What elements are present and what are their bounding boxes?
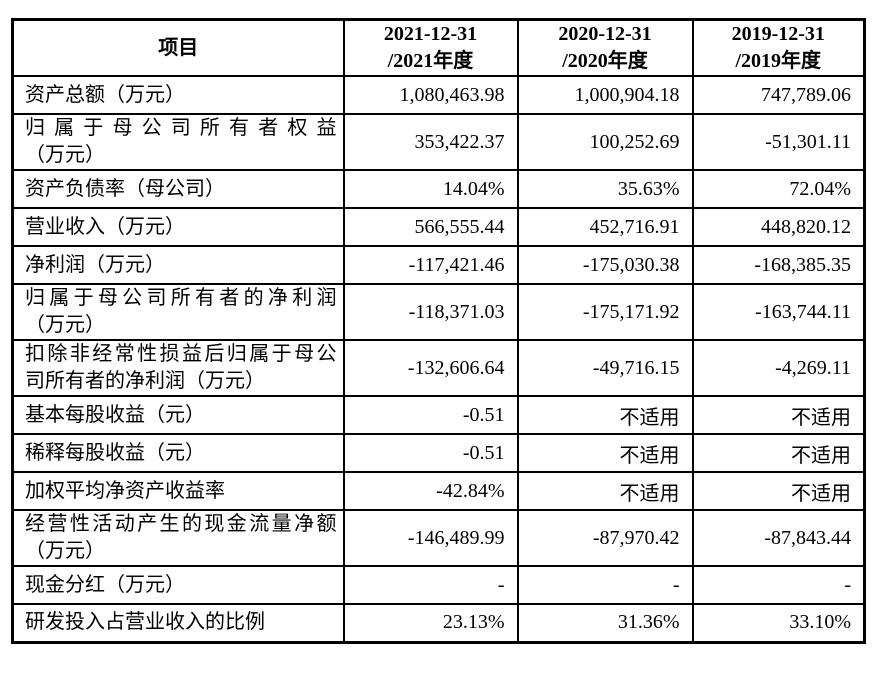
row-label-cell: 现金分红（万元） [11, 565, 345, 605]
value-cell-2019: -163,744.11 [691, 283, 866, 341]
header-period-year: /2020年度 [562, 50, 648, 72]
table-row: 基本每股收益（元） -0.51 不适用 不适用 [11, 395, 866, 435]
row-label-line: 归属于母公司所有者的净利润 [25, 287, 337, 309]
value-cell-2020: -175,030.38 [516, 245, 694, 285]
row-label-line: （万元） [25, 540, 105, 562]
row-label-cell: 营业收入（万元） [11, 207, 345, 247]
table-row: 研发投入占营业收入的比例 23.13% 31.36% 33.10% [11, 603, 866, 643]
row-label-line: 资产负债率（母公司） [25, 177, 225, 200]
value-cell-2019: -168,385.35 [691, 245, 866, 285]
header-col-item: 项目 [11, 18, 345, 77]
value-cell-2021: 566,555.44 [342, 207, 519, 247]
value-cell-2019: 不适用 [691, 395, 866, 435]
value-cell-2020: 不适用 [516, 471, 694, 511]
value-cell-2020: 100,252.69 [516, 113, 694, 171]
value-cell-2020: - [516, 565, 694, 605]
value-cell-2020: -49,716.15 [516, 339, 694, 397]
row-label-line: （万元） [25, 314, 105, 336]
value-cell-2019: 72.04% [691, 169, 866, 209]
row-label-line: 资产总额（万元） [25, 83, 185, 106]
table-row: 现金分红（万元） - - - [11, 565, 866, 605]
table-row: 营业收入（万元） 566,555.44 452,716.91 448,820.1… [11, 207, 866, 247]
value-cell-2021: 353,422.37 [342, 113, 519, 171]
row-label-line: 营业收入（万元） [25, 215, 185, 238]
value-cell-2019: -4,269.11 [691, 339, 866, 397]
value-cell-2020: 不适用 [516, 433, 694, 473]
value-cell-2020: 1,000,904.18 [516, 75, 694, 115]
row-label-cell: 扣除非经常性损益后归属于母公 司所有者的净利润（万元） [11, 339, 345, 397]
header-period-date: 2020-12-31 [558, 23, 652, 45]
value-cell-2021: -0.51 [342, 395, 519, 435]
header-item-label: 项目 [158, 36, 199, 59]
header-period-year: /2021年度 [387, 50, 474, 72]
row-label-line: 现金分红（万元） [25, 573, 185, 596]
header-period-year: /2019年度 [735, 50, 822, 72]
row-label-cell: 稀释每股收益（元） [11, 433, 345, 473]
value-cell-2019: 33.10% [691, 603, 866, 643]
row-label-line: 加权平均净资产收益率 [25, 479, 225, 502]
table-row: 资产总额（万元） 1,080,463.98 1,000,904.18 747,7… [11, 75, 866, 115]
value-cell-2021: -42.84% [342, 471, 519, 511]
row-label-line: 稀释每股收益（元） [25, 441, 205, 464]
financial-summary-table: 项目 2021-12-31 /2021年度 2020-12-31 /2020年度… [11, 18, 866, 644]
row-label-line: 经营性活动产生的现金流量净额 [25, 513, 337, 535]
row-label-cell: 净利润（万元） [11, 245, 345, 285]
value-cell-2020: 不适用 [516, 395, 694, 435]
table-row: 扣除非经常性损益后归属于母公 司所有者的净利润（万元） -132,606.64 -… [11, 339, 866, 397]
value-cell-2021: 23.13% [342, 603, 519, 643]
value-cell-2021: -0.51 [342, 433, 519, 473]
row-label-line: 研发投入占营业收入的比例 [25, 611, 265, 634]
header-col-period-2020: 2020-12-31 /2020年度 [516, 18, 694, 77]
value-cell-2020: -87,970.42 [516, 509, 694, 567]
row-label-cell: 研发投入占营业收入的比例 [11, 603, 345, 643]
row-label-cell: 资产负债率（母公司） [11, 169, 345, 209]
row-label-line: 扣除非经常性损益后归属于母公 [25, 343, 337, 365]
value-cell-2021: -146,489.99 [342, 509, 519, 567]
value-cell-2019: -51,301.11 [691, 113, 866, 171]
table-row: 净利润（万元） -117,421.46 -175,030.38 -168,385… [11, 245, 866, 285]
value-cell-2021: 1,080,463.98 [342, 75, 519, 115]
row-label-cell: 加权平均净资产收益率 [11, 471, 345, 511]
value-cell-2019: 747,789.06 [691, 75, 866, 115]
value-cell-2019: - [691, 565, 866, 605]
header-period-date: 2021-12-31 [383, 23, 478, 45]
value-cell-2020: 35.63% [516, 169, 694, 209]
header-period-date: 2019-12-31 [731, 23, 825, 45]
row-label-line: 司所有者的净利润（万元） [25, 370, 265, 392]
table-row: 经营性活动产生的现金流量净额 （万元） -146,489.99 -87,970.4… [11, 509, 866, 567]
header-row: 项目 2021-12-31 /2021年度 2020-12-31 /2020年度… [11, 18, 866, 77]
row-label-cell: 经营性活动产生的现金流量净额 （万元） [11, 509, 345, 567]
value-cell-2019: -87,843.44 [691, 509, 866, 567]
row-label-line: 基本每股收益（元） [25, 403, 205, 426]
value-cell-2021: -117,421.46 [342, 245, 519, 285]
row-label-cell: 归属于母公司所有者权益 （万元） [11, 113, 345, 171]
row-label-cell: 基本每股收益（元） [11, 395, 345, 435]
table-row: 加权平均净资产收益率 -42.84% 不适用 不适用 [11, 471, 866, 511]
row-label-line: （万元） [25, 144, 105, 166]
table-row: 归属于母公司所有者权益 （万元） 353,422.37 100,252.69 -5… [11, 113, 866, 171]
value-cell-2020: -175,171.92 [516, 283, 694, 341]
row-label-cell: 归属于母公司所有者的净利润 （万元） [11, 283, 345, 341]
value-cell-2021: -118,371.03 [342, 283, 519, 341]
row-label-line: 净利润（万元） [25, 253, 165, 276]
value-cell-2020: 452,716.91 [516, 207, 694, 247]
value-cell-2021: - [342, 565, 519, 605]
header-col-period-2021: 2021-12-31 /2021年度 [342, 18, 519, 77]
value-cell-2021: -132,606.64 [342, 339, 519, 397]
header-col-period-2019: 2019-12-31 /2019年度 [691, 18, 866, 77]
value-cell-2020: 31.36% [516, 603, 694, 643]
value-cell-2021: 14.04% [342, 169, 519, 209]
value-cell-2019: 448,820.12 [691, 207, 866, 247]
document-page: 项目 2021-12-31 /2021年度 2020-12-31 /2020年度… [0, 18, 891, 644]
table-row: 稀释每股收益（元） -0.51 不适用 不适用 [11, 433, 866, 473]
value-cell-2019: 不适用 [691, 471, 866, 511]
row-label-line: 归属于母公司所有者权益 [25, 117, 337, 139]
table-row: 资产负债率（母公司） 14.04% 35.63% 72.04% [11, 169, 866, 209]
row-label-cell: 资产总额（万元） [11, 75, 345, 115]
table-row: 归属于母公司所有者的净利润 （万元） -118,371.03 -175,171.9… [11, 283, 866, 341]
value-cell-2019: 不适用 [691, 433, 866, 473]
